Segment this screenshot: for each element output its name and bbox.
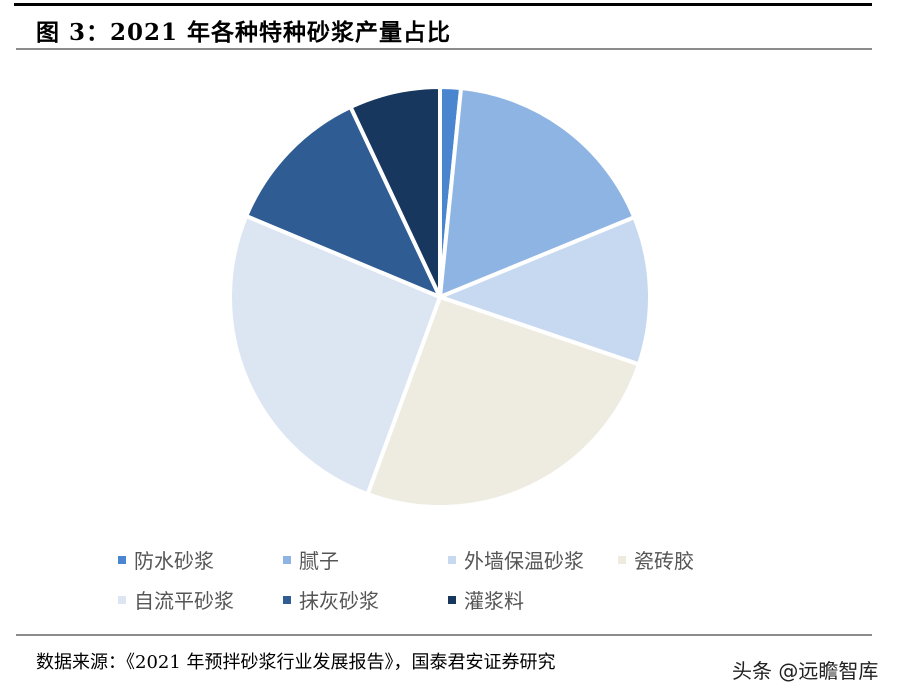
- pie-slice: [438, 215, 652, 367]
- pie-slice: [244, 104, 442, 299]
- watermark: 头条 @远瞻智库: [732, 659, 879, 683]
- legend-label: 抹灰砂浆: [299, 589, 379, 613]
- legend-item: 灌浆料: [448, 585, 524, 614]
- source-note: 数据来源：《2021 年预拌砂浆行业发展报告》，国泰君安证券研究: [36, 652, 556, 673]
- legend-label: 瓷砖胶: [634, 549, 694, 573]
- pie-slice: [365, 295, 641, 509]
- legend-swatch-icon: [283, 555, 291, 564]
- pie-chart: [228, 85, 652, 509]
- top-rule: [14, 3, 872, 6]
- legend-label: 腻子: [299, 549, 339, 573]
- pie-slice: [348, 85, 442, 299]
- legend-item: 瓷砖胶: [618, 545, 694, 574]
- figure-title: 图 3：2021 年各种特种砂浆产量占比: [36, 19, 452, 46]
- bottom-rule: [16, 634, 872, 636]
- legend-item: 抹灰砂浆: [283, 585, 379, 614]
- legend-label: 自流平砂浆: [134, 589, 234, 613]
- legend-item: 防水砂浆: [118, 545, 214, 574]
- legend-swatch-icon: [448, 555, 456, 564]
- legend-swatch-icon: [448, 595, 456, 604]
- title-rule: [16, 48, 872, 50]
- pie-slice: [438, 86, 637, 299]
- legend-swatch-icon: [618, 555, 626, 564]
- legend-label: 外墙保温砂浆: [464, 549, 584, 573]
- legend-item: 自流平砂浆: [118, 585, 234, 614]
- legend-item: 外墙保温砂浆: [448, 545, 584, 574]
- legend-swatch-icon: [118, 555, 126, 564]
- legend-swatch-icon: [283, 595, 291, 604]
- legend-swatch-icon: [118, 595, 126, 604]
- legend-item: 腻子: [283, 545, 339, 574]
- legend-label: 灌浆料: [464, 589, 524, 613]
- legend-label: 防水砂浆: [134, 549, 214, 573]
- pie-slice: [228, 214, 442, 497]
